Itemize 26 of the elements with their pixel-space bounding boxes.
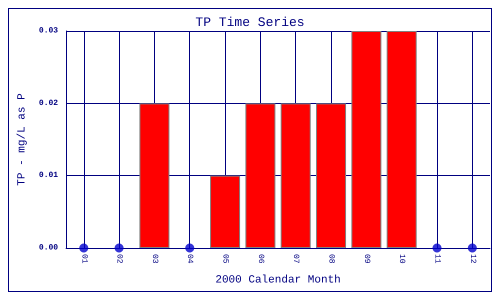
x-tick-label: 06	[256, 254, 265, 264]
bar	[386, 31, 417, 248]
x-tick-label: 11	[432, 254, 442, 264]
bar	[316, 103, 346, 248]
y-axis-title: TP - mg/L as P	[16, 92, 28, 186]
x-tick-label: 08	[326, 254, 336, 264]
bar	[280, 103, 311, 248]
bar	[210, 176, 240, 248]
x-axis-title: 2000 Calendar Month	[215, 274, 341, 286]
x-tick-label: 01	[79, 254, 88, 264]
x-tick-label: 07	[291, 254, 300, 264]
y-tick-label: 0.02	[38, 98, 58, 108]
x-tick-label: 02	[114, 254, 124, 264]
bar	[139, 103, 170, 248]
x-tick-label: 04	[185, 254, 194, 264]
x-tick-label: 10	[397, 254, 406, 264]
x-tick-label: 09	[362, 254, 371, 264]
bar	[245, 103, 276, 248]
x-tick-label: 03	[150, 254, 159, 264]
y-tick-label: 0.00	[38, 244, 58, 252]
chart-title: TP Time Series	[195, 15, 305, 30]
x-tick-label: 05	[220, 254, 230, 264]
bar	[351, 31, 382, 248]
y-tick-label: 0.01	[38, 171, 58, 180]
y-tick-label: 0.03	[38, 26, 58, 36]
x-tick-label: 12	[468, 254, 477, 264]
